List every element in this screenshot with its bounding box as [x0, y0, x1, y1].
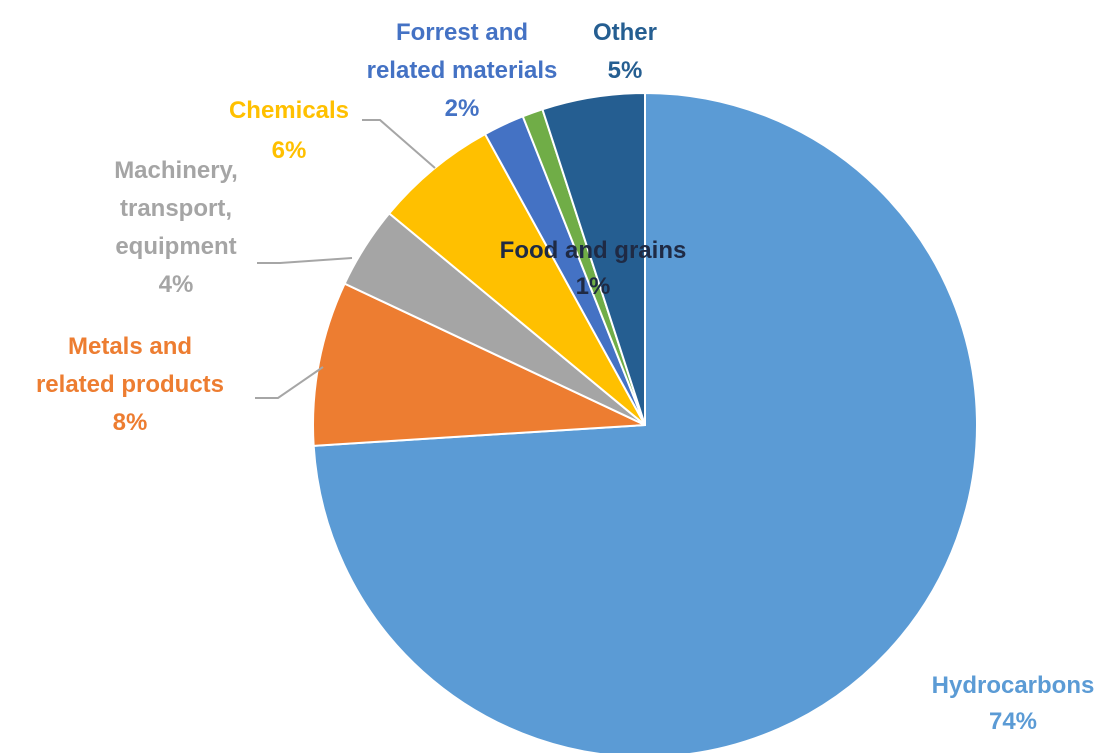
- data-label-category: related materials: [367, 57, 558, 84]
- data-label-category: equipment: [115, 233, 236, 260]
- data-label-value: 6%: [272, 137, 307, 164]
- leader-line-metals-and-related-products: [255, 366, 324, 399]
- data-label-category: transport,: [120, 195, 232, 222]
- leader-line-chemicals: [362, 119, 436, 169]
- data-label-value: 5%: [608, 57, 643, 84]
- data-label-value: 8%: [113, 409, 148, 436]
- pie-slice-metals-and-related-products: [312, 282, 646, 447]
- data-label-value: 1%: [576, 273, 611, 300]
- pie-slice-chemicals: [387, 132, 646, 426]
- data-label-category: Food and grains: [500, 237, 687, 264]
- data-label-value: 4%: [159, 271, 194, 298]
- data-label-category: Other: [593, 19, 657, 46]
- leader-line-machinery-transport-equipment: [257, 257, 353, 264]
- data-label-category: Metals and: [68, 333, 192, 360]
- data-label-category: Hydrocarbons: [932, 672, 1095, 699]
- data-label-machinery-transport-equipment: Machinery, transport, equipment 4%: [114, 157, 238, 298]
- data-label-forrest-and-related-materials: Forrest and related materials 2%: [367, 19, 558, 122]
- data-label-category: Machinery,: [114, 157, 238, 184]
- data-label-value: 74%: [989, 708, 1037, 735]
- data-label-category: related products: [36, 371, 224, 398]
- data-label-other: Other 5%: [593, 19, 657, 84]
- data-label-hydrocarbons: Hydrocarbons 74%: [932, 672, 1095, 735]
- data-label-metals-and-related-products: Metals and related products 8%: [36, 333, 224, 436]
- data-label-food-and-grains: Food and grains 1%: [500, 237, 687, 300]
- data-label-value: 2%: [445, 95, 480, 122]
- data-label-chemicals: Chemicals 6%: [229, 97, 349, 164]
- data-label-category: Forrest and: [396, 19, 528, 46]
- pie-slice-other: [541, 91, 646, 426]
- data-label-category: Chemicals: [229, 97, 349, 124]
